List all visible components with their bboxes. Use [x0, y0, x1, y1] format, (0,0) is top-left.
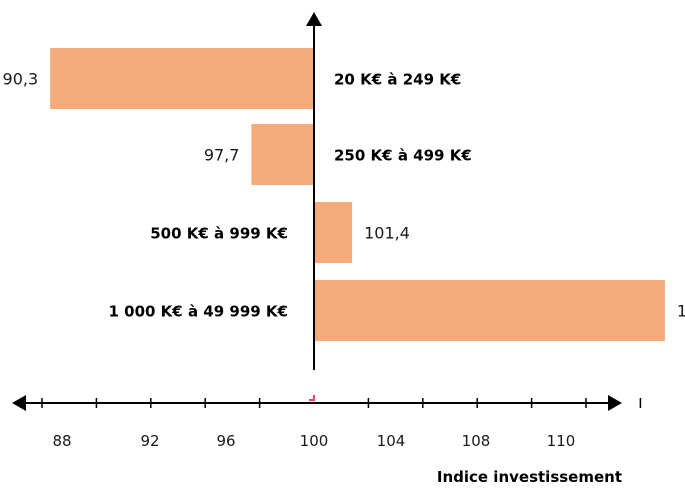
bar-4 — [314, 280, 665, 341]
bar-2 — [251, 124, 314, 185]
origin-marker — [309, 395, 315, 401]
value-label-1: 90,3 — [3, 70, 39, 89]
x-ticks-group — [41, 398, 642, 408]
value-label-2: 97,7 — [204, 146, 240, 165]
x-tick-label-104: 104 — [377, 432, 406, 450]
vertical-axis-arrow-icon — [306, 12, 322, 26]
x-tick-label-92: 92 — [140, 432, 159, 450]
bars-group — [50, 48, 665, 341]
x-axis-title: Indice investissement — [437, 468, 622, 486]
value-labels-group: 90,3 97,7 101,4 112,9 — [3, 70, 685, 321]
horizontal-axis-left-arrow-icon — [12, 395, 26, 411]
category-label-2: 250 K€ à 499 K€ — [334, 147, 472, 165]
category-labels-group: 20 K€ à 249 K€ 250 K€ à 499 K€ 500 K€ à 99… — [108, 71, 471, 321]
value-label-4: 112,9 — [677, 302, 685, 321]
bar-3 — [314, 202, 353, 263]
x-tick-labels-group: 88 92 96 100 104 108 110 — [52, 432, 575, 450]
x-tick-label-96: 96 — [216, 432, 235, 450]
value-label-3: 101,4 — [364, 224, 410, 243]
x-tick-label-88: 88 — [52, 432, 71, 450]
x-tick-label-108: 108 — [462, 432, 491, 450]
category-label-1: 20 K€ à 249 K€ — [334, 71, 461, 89]
bar-1 — [50, 48, 314, 109]
category-label-3: 500 K€ à 999 K€ — [150, 225, 288, 243]
horizontal-axis-right-arrow-icon — [608, 395, 622, 411]
category-label-4: 1 000 K€ à 49 999 K€ — [108, 303, 288, 321]
x-tick-label-100: 100 — [300, 432, 329, 450]
x-tick-label-110: 110 — [547, 432, 576, 450]
